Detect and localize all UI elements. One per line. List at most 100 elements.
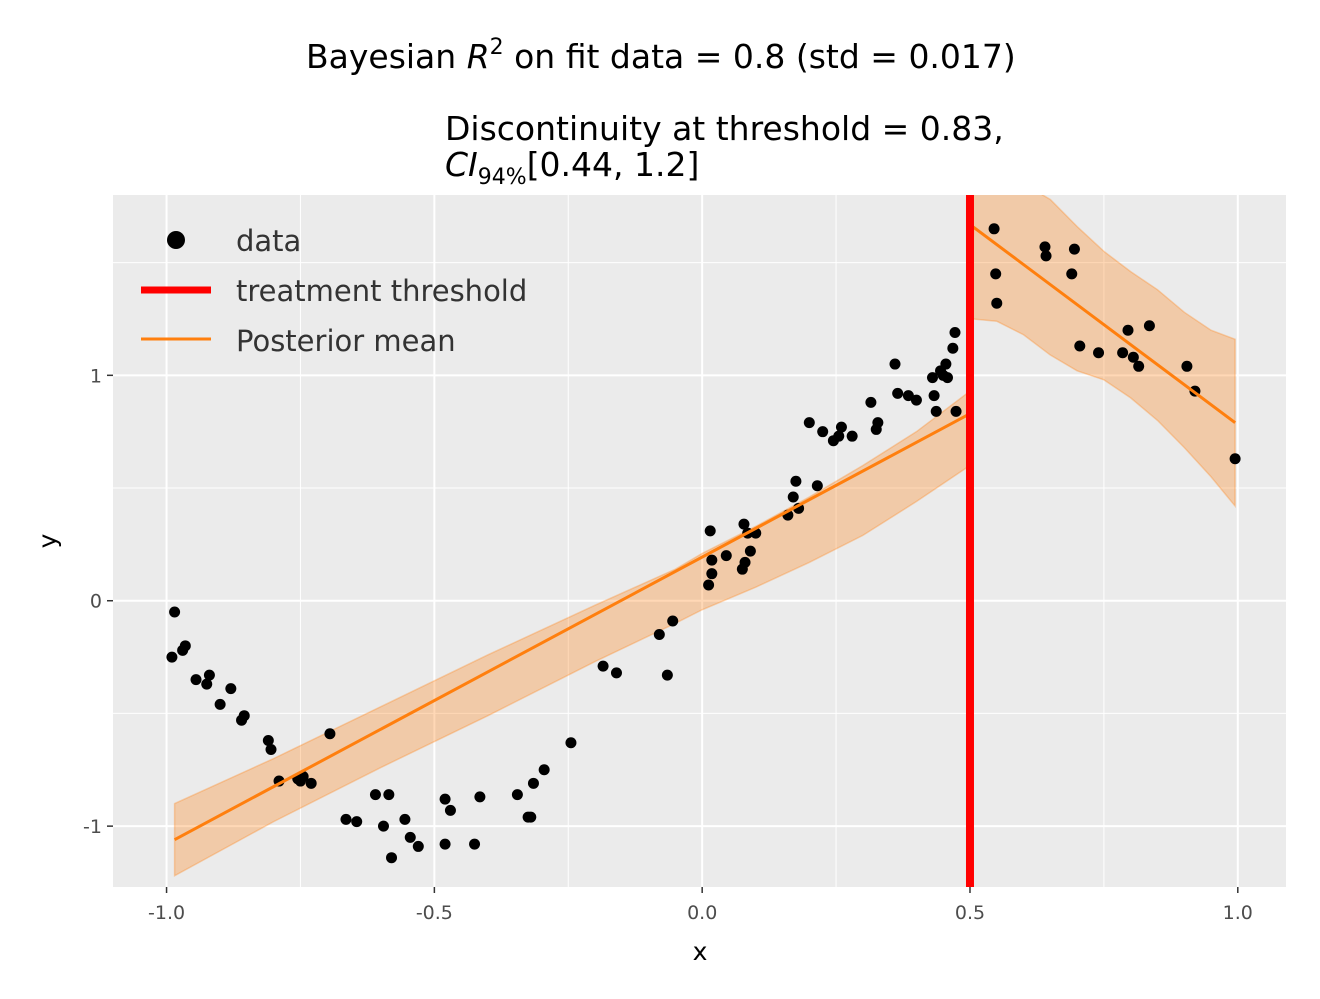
data-point [597, 660, 609, 672]
legend-data-label: data [236, 224, 301, 258]
data-point [667, 615, 679, 627]
chart-subtitle-line3: CI94%[0.44, 1.2] [445, 145, 699, 190]
data-point [469, 838, 481, 850]
chart-subtitle-line2: Discontinuity at threshold = 0.83, [445, 109, 1004, 148]
plot-panel [113, 195, 1286, 887]
x-tick-label: -1.0 [148, 902, 185, 924]
data-point [902, 390, 914, 402]
data-point [720, 550, 732, 562]
data-point [991, 297, 1003, 309]
data-point [930, 405, 942, 417]
data-point [412, 840, 424, 852]
data-point [1117, 347, 1129, 359]
x-tick-label: 1.0 [1223, 902, 1253, 924]
data-point [910, 394, 922, 406]
major-gridlines [113, 195, 1286, 887]
data-point [846, 430, 858, 442]
data-point [833, 430, 845, 442]
data-point [1074, 340, 1086, 352]
x-tick-label: 0.0 [687, 902, 717, 924]
data-point [265, 744, 277, 756]
y-axis-ticks: -1 0 1 [83, 365, 113, 838]
legend-threshold-label: treatment threshold [236, 274, 527, 308]
data-point [404, 831, 416, 843]
x-axis-ticks: -1.0 -0.5 0.0 0.5 1.0 [148, 887, 1253, 924]
y-axis-label: y [33, 533, 62, 548]
data-point [383, 789, 395, 801]
data-point [1181, 360, 1193, 372]
data-point [525, 811, 537, 823]
legend: data treatment threshold Posterior mean [141, 224, 527, 358]
data-point [892, 387, 904, 399]
data-point [214, 698, 226, 710]
data-point [1068, 243, 1080, 255]
data-point [928, 390, 940, 402]
data-point [1039, 241, 1051, 253]
data-point [1229, 453, 1241, 465]
data-point [225, 683, 237, 695]
data-point [565, 737, 577, 749]
data-point [661, 669, 673, 681]
data-point [1040, 250, 1052, 262]
data-point [947, 342, 959, 354]
data-point [203, 669, 215, 681]
data-point [1122, 324, 1134, 336]
y-tick-label: 1 [90, 365, 102, 387]
data-point [511, 789, 523, 801]
data-point [787, 491, 799, 503]
x-axis-label: x [693, 937, 708, 966]
data-points [166, 223, 1241, 864]
data-point [790, 475, 802, 487]
data-point [950, 405, 962, 417]
minor-gridlines [113, 195, 1286, 940]
y-tick-label: 0 [90, 591, 102, 613]
data-point [201, 678, 213, 690]
data-point [1133, 360, 1145, 372]
data-point [653, 629, 665, 641]
data-point [704, 525, 716, 537]
data-point [817, 426, 829, 438]
credible-band-right [971, 195, 1236, 509]
data-point [949, 326, 961, 338]
data-point [1143, 320, 1155, 332]
data-point [305, 777, 317, 789]
legend-data-marker [167, 231, 185, 249]
data-point [444, 804, 456, 816]
data-point [166, 651, 178, 663]
data-point [865, 396, 877, 408]
data-point [179, 640, 191, 652]
chart-title-line1: Bayesian R2 on fit data = 0.8 (std = 0.0… [306, 35, 1016, 76]
data-point [706, 554, 718, 566]
data-point [926, 372, 938, 384]
x-tick-label: -0.5 [416, 902, 453, 924]
data-point [988, 223, 1000, 235]
data-point [169, 606, 181, 618]
data-point [386, 852, 398, 864]
data-point [738, 518, 750, 530]
data-point [527, 777, 539, 789]
data-point [1127, 351, 1139, 363]
data-point [1066, 268, 1078, 280]
data-point [1093, 347, 1105, 359]
data-point [324, 728, 336, 740]
data-point [872, 417, 884, 429]
data-point [399, 813, 411, 825]
data-point [351, 816, 363, 828]
data-point [474, 791, 486, 803]
data-point [835, 421, 847, 433]
data-point [369, 789, 381, 801]
data-point [262, 734, 274, 746]
data-point [744, 545, 756, 557]
x-tick-label: 0.5 [955, 902, 985, 924]
data-point [803, 417, 815, 429]
data-point [889, 358, 901, 370]
data-point [703, 579, 715, 591]
legend-posterior-label: Posterior mean [236, 324, 456, 358]
data-point [439, 838, 451, 850]
data-point [706, 568, 718, 580]
data-point [439, 793, 451, 805]
data-point [739, 556, 751, 568]
y-tick-label: -1 [83, 816, 102, 838]
data-point [340, 813, 352, 825]
data-point [610, 667, 622, 679]
